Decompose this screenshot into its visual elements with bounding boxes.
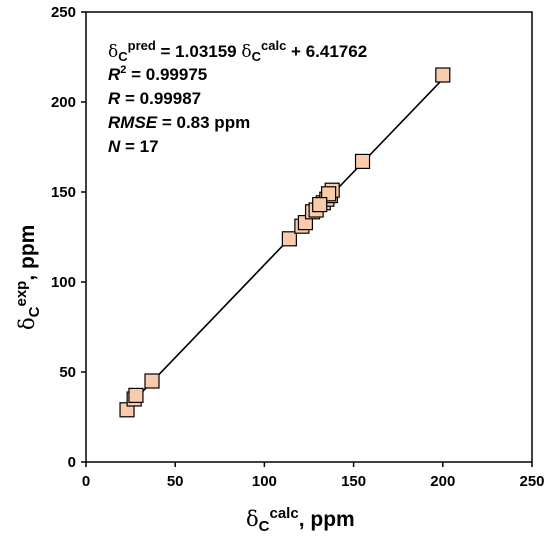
x-tick-label: 0: [82, 473, 90, 490]
x-tick-label: 250: [519, 473, 544, 490]
plot-frame: [85, 11, 533, 463]
y-tick-label: 250: [51, 4, 76, 21]
equation-annotation: δCpred = 1.03159 δCcalc + 6.41762: [108, 38, 367, 64]
x-tick-label: 100: [252, 473, 277, 490]
n-annotation: N = 17: [108, 137, 159, 156]
y-tick-label: 0: [68, 454, 76, 471]
y-tick-label: 150: [51, 184, 76, 201]
x-axis-title: δCcalc, ppm: [246, 505, 355, 535]
y-tick-label: 100: [51, 274, 76, 291]
data-points: [119, 67, 451, 418]
data-point: [435, 67, 451, 83]
r-squared-annotation: R2 = 0.99975: [108, 64, 207, 84]
data-point: [144, 373, 160, 389]
x-tick-label: 200: [430, 473, 455, 490]
x-axis-ticks: 0 50 100 150 200 250: [82, 462, 545, 490]
y-tick-label: 50: [59, 364, 76, 381]
y-tick-label: 200: [51, 94, 76, 111]
y-axis-ticks: 0 50 100 150 200 250: [51, 4, 86, 471]
x-tick-label: 50: [167, 473, 184, 490]
data-point: [354, 153, 371, 169]
r-annotation: R = 0.99987: [108, 89, 201, 108]
data-point: [281, 231, 297, 247]
x-tick-label: 150: [341, 473, 366, 490]
data-point: [312, 197, 328, 213]
rmse-annotation: RMSE = 0.83 ppm: [108, 113, 250, 132]
y-axis-title: δCexp, ppm: [13, 225, 43, 330]
data-point: [128, 387, 144, 403]
